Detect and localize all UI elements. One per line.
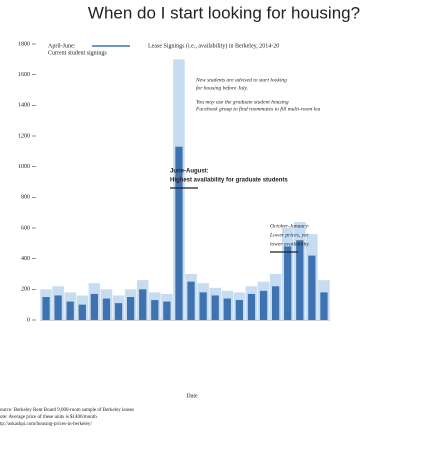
bar	[54, 295, 62, 320]
bar	[102, 298, 111, 320]
source-note: tp://askashpi.com/housing-prices-in-berk…	[0, 422, 92, 427]
annotation: for housing before July.	[196, 84, 248, 91]
annotation: June-August:	[170, 169, 209, 175]
legend-label: Lease Signings (i.e., availability) in B…	[148, 42, 279, 49]
bar	[42, 297, 50, 320]
bar	[320, 292, 328, 320]
bar	[187, 281, 195, 320]
legend-label: Current student signings	[48, 50, 107, 56]
bar	[78, 304, 86, 320]
annotation: lower availability	[270, 241, 310, 247]
y-tick-label: 1000	[18, 164, 30, 170]
bar	[163, 301, 171, 320]
annotation: Lower prices, yet	[269, 232, 309, 238]
bar	[151, 300, 159, 320]
bar	[296, 240, 304, 320]
y-tick-label: 600	[21, 225, 30, 231]
bar	[199, 292, 207, 320]
annotation: New students are advised to start lookin…	[195, 77, 287, 83]
y-tick-label: 1200	[18, 133, 30, 139]
annotation: You may use the graduate student housing	[196, 99, 289, 105]
y-tick-label: 1800	[18, 41, 30, 47]
annotation: Highest availability for graduate studen…	[170, 178, 288, 184]
bar	[139, 289, 147, 320]
bar	[114, 303, 123, 320]
bar	[247, 293, 256, 320]
y-tick-label: 1600	[18, 72, 30, 78]
bar	[66, 301, 74, 320]
bar	[211, 295, 219, 320]
y-tick-label: 400	[21, 256, 30, 262]
y-tick-label: 1400	[18, 103, 30, 109]
y-tick-label: 200	[21, 287, 30, 293]
source-note: ource: Berkeley Rent Board 9,000-room sa…	[0, 408, 134, 413]
source-note: ote: Average price of these units is $14…	[0, 415, 97, 420]
bar	[127, 297, 135, 320]
y-tick-label: 0	[27, 317, 30, 323]
bar	[272, 286, 280, 320]
annotation: Facebook group to find roommates to fill…	[195, 105, 321, 112]
bar	[235, 300, 243, 320]
legend-heading: April-June:	[48, 43, 76, 49]
x-axis-label: Date	[186, 393, 198, 399]
bar	[175, 146, 183, 320]
bar	[284, 246, 292, 320]
bar	[90, 293, 98, 320]
chart-title: When do I start looking for housing?	[88, 3, 360, 22]
annotation: October-January:	[270, 223, 310, 229]
bar	[308, 255, 316, 320]
bar	[259, 290, 268, 320]
y-tick-label: 800	[21, 195, 30, 201]
bar	[223, 298, 231, 320]
